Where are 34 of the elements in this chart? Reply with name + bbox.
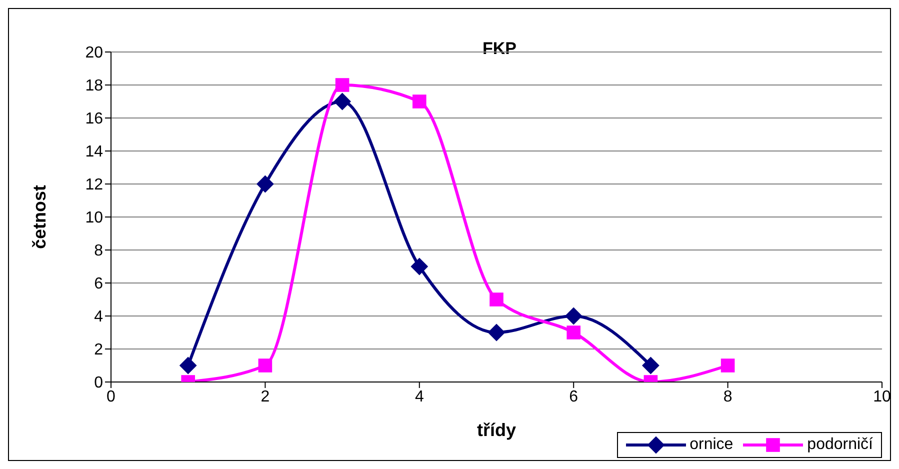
point bbox=[180, 357, 197, 374]
point bbox=[410, 258, 428, 275]
x-tick-label: 10 bbox=[873, 388, 891, 406]
point bbox=[258, 358, 272, 372]
y-tick-label: 8 bbox=[94, 242, 104, 260]
y-tick-label: 20 bbox=[85, 44, 104, 62]
y-axis-title: četnost bbox=[29, 184, 50, 250]
x-tick-label: 2 bbox=[260, 388, 270, 406]
x-tick-label: 8 bbox=[723, 388, 732, 406]
y-tick-label: 12 bbox=[85, 176, 104, 194]
point bbox=[334, 93, 351, 110]
x-tick-label: 6 bbox=[569, 388, 578, 406]
point bbox=[566, 326, 580, 340]
y-tick-label: 10 bbox=[85, 210, 104, 227]
legend-label: ornice bbox=[690, 436, 734, 454]
y-tick-label: 18 bbox=[85, 78, 104, 95]
y-tick-label: 6 bbox=[94, 276, 104, 293]
point bbox=[642, 357, 660, 374]
x-axis-title: třídy bbox=[476, 420, 516, 440]
x-tick-label: 0 bbox=[106, 388, 116, 406]
x-tick-label: 4 bbox=[414, 388, 424, 406]
y-tick-label: 2 bbox=[94, 342, 104, 359]
y-tick-label: 16 bbox=[85, 110, 104, 128]
point bbox=[335, 78, 350, 92]
point bbox=[720, 358, 735, 372]
y-tick-label: 4 bbox=[94, 308, 104, 326]
point bbox=[488, 324, 505, 341]
point bbox=[256, 176, 274, 192]
point bbox=[412, 94, 426, 108]
point bbox=[565, 308, 582, 324]
y-tick-label: 0 bbox=[94, 374, 104, 392]
legend-label: podorničí bbox=[807, 436, 873, 454]
point bbox=[490, 292, 504, 306]
y-tick-label: 14 bbox=[85, 144, 104, 161]
